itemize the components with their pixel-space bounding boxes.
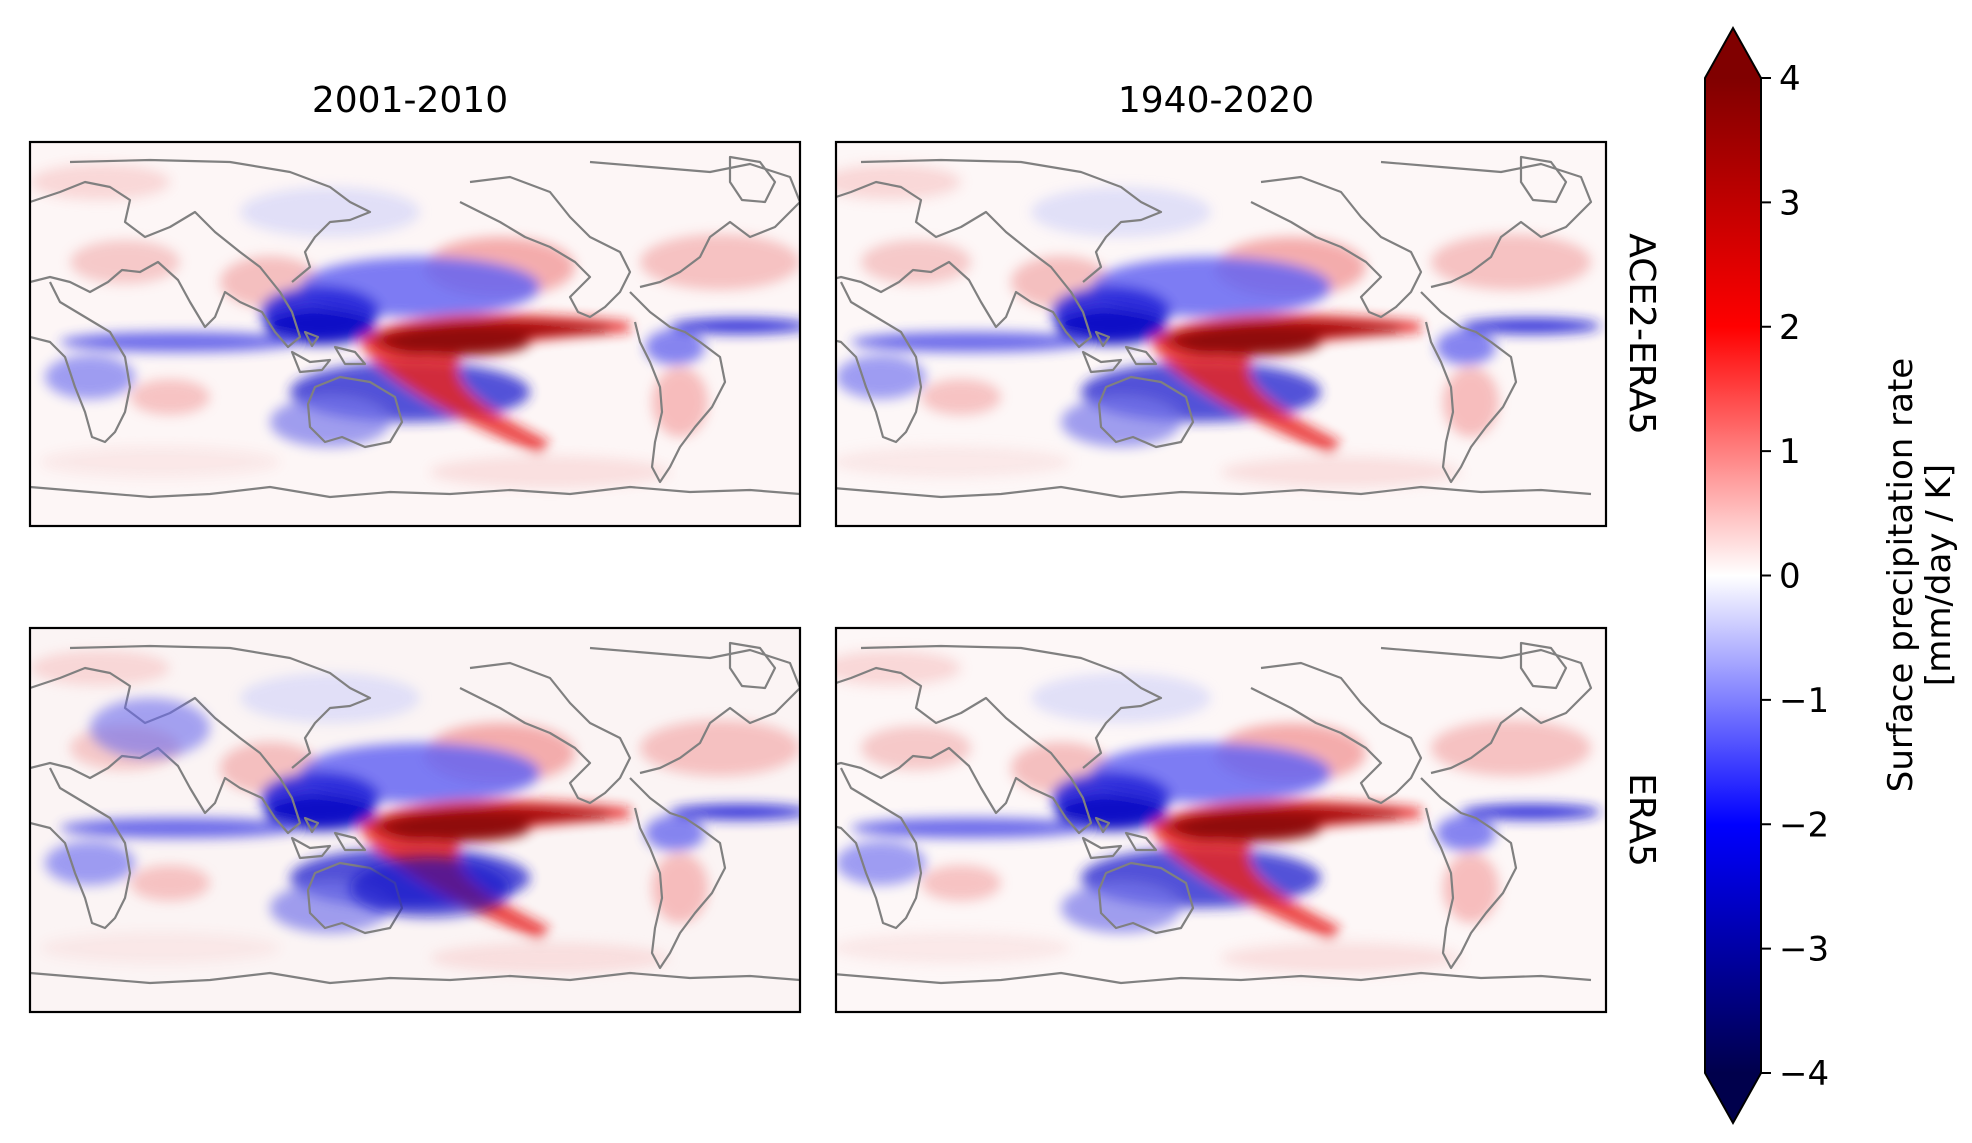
colorbar-tick-label: 1 (1779, 432, 1801, 472)
row-label-ace2-era5: ACE2-ERA5 (1621, 233, 1662, 435)
map-panel-ace2-era5-2001-2010 (28, 140, 802, 528)
row-label-era5: ERA5 (1621, 773, 1662, 867)
colorbar-tick-label: −1 (1779, 681, 1829, 721)
colorbar-tick-label: −4 (1779, 1054, 1829, 1094)
colorbar-tick-label: 4 (1779, 59, 1801, 99)
colorbar-label-line2: [mm/day / K] (1919, 464, 1959, 686)
colorbar-tick-label: 0 (1779, 557, 1801, 597)
colorbar-ticks: 4 3 2 1 0 −1 −2 −3 −4 (1761, 59, 1829, 1094)
map-panel-era5-2001-2010 (28, 626, 802, 1014)
colorbar-tick-label: −2 (1779, 805, 1829, 845)
colorbar-tick-label: 3 (1779, 183, 1801, 223)
column-title-2001-2010: 2001-2010 (312, 80, 508, 121)
colorbar-tick-label: −3 (1779, 930, 1829, 970)
map-panel-era5-1940-2020 (834, 626, 1608, 1014)
colorbar-extend-bottom (1705, 1073, 1761, 1123)
colorbar-extend-top (1705, 28, 1761, 78)
colorbar: 4 3 2 1 0 −1 −2 −3 −4 Surface precipitation rate… (1704, 25, 1959, 1126)
colorbar-label-line1: Surface precipitation rate (1881, 358, 1921, 792)
colorbar-gradient (1705, 78, 1761, 1073)
colorbar-tick-label: 2 (1779, 308, 1801, 348)
map-panel-ace2-era5-1940-2020 (834, 140, 1608, 528)
column-title-1940-2020: 1940-2020 (1118, 80, 1314, 121)
